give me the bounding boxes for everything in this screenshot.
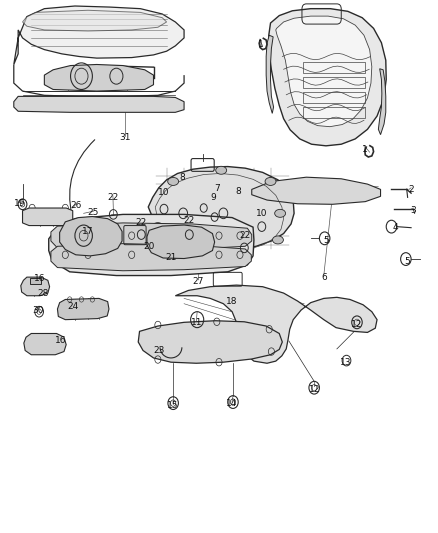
Polygon shape: [138, 321, 283, 364]
Text: 10: 10: [158, 188, 170, 197]
Text: 22: 22: [136, 218, 147, 227]
Text: 11: 11: [191, 318, 202, 327]
Text: 16: 16: [34, 274, 46, 283]
Text: 28: 28: [37, 288, 49, 297]
Text: 4: 4: [393, 223, 399, 232]
Text: 19: 19: [14, 199, 25, 208]
Text: 25: 25: [88, 208, 99, 217]
Polygon shape: [148, 166, 294, 250]
Polygon shape: [51, 244, 251, 271]
Text: 22: 22: [107, 193, 119, 202]
Polygon shape: [60, 216, 122, 256]
Text: 5: 5: [404, 257, 410, 265]
Polygon shape: [24, 334, 66, 355]
Text: 2: 2: [408, 185, 414, 194]
Ellipse shape: [272, 236, 283, 244]
Polygon shape: [269, 9, 386, 146]
Ellipse shape: [152, 223, 163, 231]
Text: 13: 13: [340, 358, 351, 367]
Text: 7: 7: [214, 184, 220, 193]
Ellipse shape: [275, 209, 286, 217]
Text: 9: 9: [210, 193, 216, 202]
Polygon shape: [51, 223, 252, 251]
Polygon shape: [22, 208, 73, 225]
Text: 22: 22: [184, 216, 195, 225]
Text: 12: 12: [351, 320, 362, 329]
Text: 26: 26: [70, 201, 81, 211]
Text: 24: 24: [67, 302, 79, 311]
Text: 18: 18: [226, 297, 238, 306]
Polygon shape: [30, 278, 41, 284]
Text: 20: 20: [144, 242, 155, 251]
Text: 17: 17: [82, 227, 94, 236]
Text: 3: 3: [410, 206, 416, 215]
Polygon shape: [175, 285, 377, 364]
Text: 1: 1: [362, 145, 368, 154]
Ellipse shape: [216, 166, 226, 174]
Polygon shape: [14, 6, 184, 64]
Polygon shape: [49, 214, 254, 276]
Text: 16: 16: [55, 336, 67, 345]
Polygon shape: [252, 177, 381, 204]
Text: 8: 8: [236, 187, 241, 196]
Text: 12: 12: [308, 385, 320, 394]
Polygon shape: [22, 10, 166, 31]
Text: 21: 21: [165, 253, 177, 262]
Polygon shape: [21, 277, 49, 296]
Text: 27: 27: [193, 277, 204, 286]
Polygon shape: [147, 225, 215, 259]
Text: 30: 30: [32, 306, 43, 315]
Polygon shape: [14, 96, 184, 112]
Ellipse shape: [265, 177, 276, 185]
Polygon shape: [276, 16, 372, 127]
Ellipse shape: [168, 177, 179, 185]
Polygon shape: [378, 69, 386, 135]
Text: 31: 31: [120, 133, 131, 142]
Text: 5: 5: [323, 237, 329, 246]
Text: 22: 22: [239, 231, 251, 240]
Text: 6: 6: [321, 273, 327, 281]
Polygon shape: [266, 35, 274, 114]
Text: 15: 15: [167, 401, 179, 410]
Polygon shape: [57, 298, 109, 320]
Text: 14: 14: [226, 399, 238, 408]
Text: 8: 8: [179, 173, 185, 182]
Text: 1: 1: [258, 40, 263, 49]
Polygon shape: [44, 64, 153, 91]
Text: 10: 10: [256, 209, 268, 218]
Text: 23: 23: [153, 346, 165, 355]
